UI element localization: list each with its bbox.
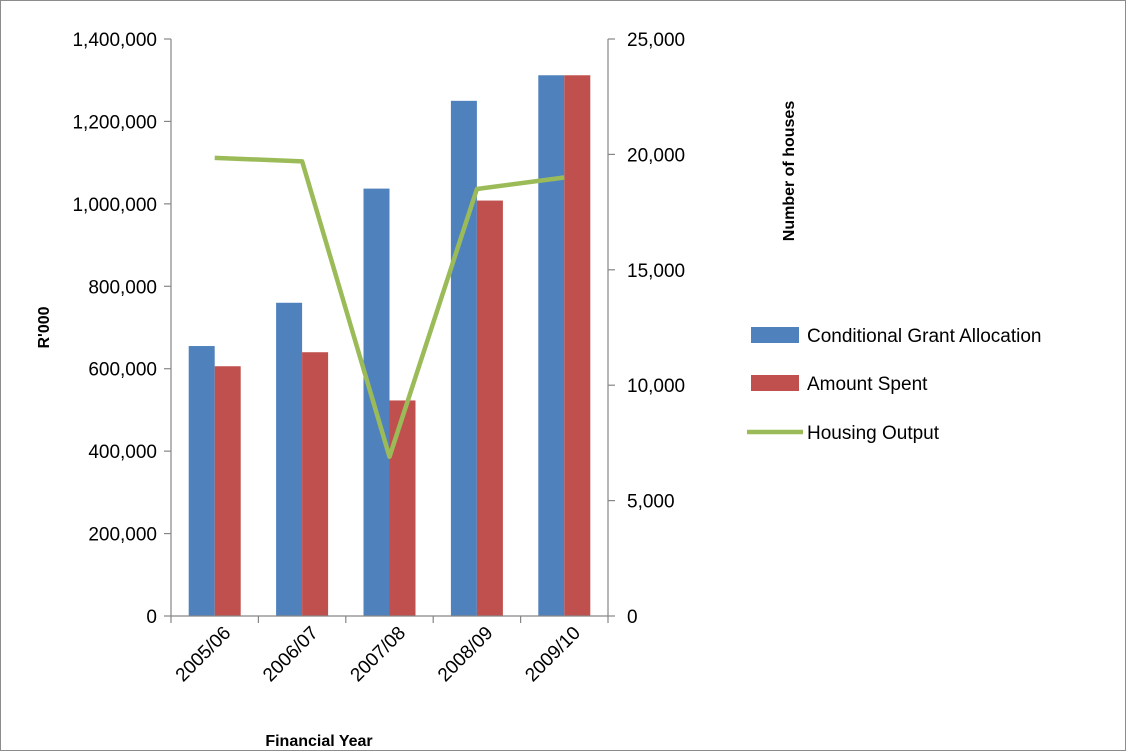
y2-tick-label: 5,000 [627, 492, 675, 513]
x-axis-title: Financial Year [265, 733, 372, 750]
y2-tick-label: 10,000 [627, 376, 685, 397]
y-tick-label: 0 [146, 607, 157, 628]
bar-grant [363, 188, 390, 617]
legend-label-grant: Conditional Grant Allocation [807, 326, 1041, 347]
bar-grant [450, 100, 477, 617]
x-tick-label: 2009/10 [521, 623, 584, 686]
y-tick-label: 1,200,000 [72, 112, 157, 133]
bar-grant [188, 346, 215, 616]
bars-layer [188, 75, 591, 617]
y-tick-label: 1,400,000 [72, 30, 157, 51]
housing-output-line [214, 155, 565, 459]
x-tick-label: 2008/09 [434, 623, 497, 686]
y-tick-label: 1,000,000 [72, 195, 157, 216]
y2-tick-label: 25,000 [627, 30, 685, 51]
y2-tick-label: 0 [627, 607, 638, 628]
y2-tick-label: 20,000 [627, 145, 685, 166]
bar-spent [389, 400, 416, 616]
legend-swatch-spent [751, 375, 799, 391]
y2-axis-title: Number of houses [781, 101, 798, 242]
bar-spent [564, 75, 591, 617]
x-tick-label: 2005/06 [172, 623, 235, 686]
bar-spent [302, 352, 329, 616]
bar-spent [476, 200, 503, 616]
bar-grant [276, 302, 303, 616]
y-tick-label: 400,000 [88, 442, 157, 463]
y-tick-label: 800,000 [88, 277, 157, 298]
line-layer [214, 155, 565, 459]
y-tick-label: 200,000 [88, 525, 157, 546]
x-tick-label: 2007/08 [347, 623, 410, 686]
bar-grant [538, 75, 565, 617]
bar-spent [214, 366, 241, 616]
y2-tick-label: 15,000 [627, 261, 685, 282]
y-axis-title: R'000 [36, 306, 53, 348]
legend-label-spent: Amount Spent [807, 374, 928, 395]
legend-label-housing: Housing Output [807, 423, 940, 444]
legend-swatch-grant [751, 327, 799, 343]
axes-layer [170, 39, 609, 617]
y-tick-label: 600,000 [88, 360, 157, 381]
legend: Conditional Grant Allocation Amount Spen… [747, 326, 1041, 444]
x-tick-label: 2006/07 [259, 623, 322, 686]
